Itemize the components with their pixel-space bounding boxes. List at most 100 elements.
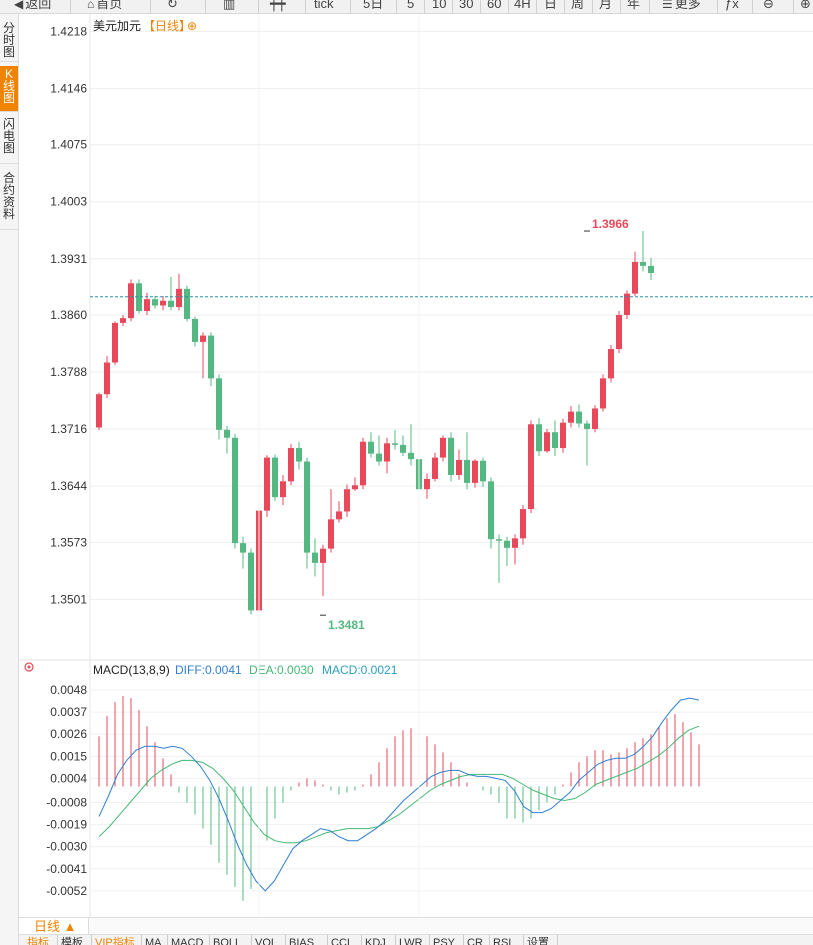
home-label: 首页 xyxy=(96,0,123,11)
indicator-tab[interactable]: RSI xyxy=(493,937,512,945)
indicator-tab[interactable]: VIP指标 xyxy=(95,937,135,945)
toolbar-divider xyxy=(150,0,151,13)
toolbar-divider xyxy=(717,0,718,13)
price-tick-label: 1.3860 xyxy=(50,308,87,322)
indicator-tab[interactable]: 指标 xyxy=(27,937,49,945)
price-tick-label: 1.4218 xyxy=(50,24,87,38)
indicator-tab[interactable]: PSY xyxy=(433,937,456,945)
indicator-fx-button[interactable]: ƒx xyxy=(725,0,739,13)
candle-down xyxy=(376,453,382,462)
candle-style-button[interactable]: ┿┿ xyxy=(270,0,286,13)
chart-area[interactable]: 1.4218 1.4146 1.4075 1.4003 1.3931 1.3860 1.37… xyxy=(19,14,813,917)
candlestick-icon: ┿┿ xyxy=(270,0,286,11)
candle-up xyxy=(544,432,550,452)
candle-down xyxy=(448,437,454,475)
indicator-divider xyxy=(91,935,92,945)
toolbar-divider xyxy=(452,0,453,13)
chart-settings-icon[interactable]: ⊕ xyxy=(187,19,197,33)
candle-up xyxy=(456,459,462,475)
indicator-divider xyxy=(489,935,490,945)
bottom-period-bar: 日线 ▲ xyxy=(19,917,813,935)
indicator-tab[interactable]: VOL xyxy=(255,937,278,945)
candle-up xyxy=(624,293,630,315)
candle-up xyxy=(608,349,614,379)
diff-line xyxy=(98,697,700,892)
price-grid xyxy=(90,30,813,600)
period-week-button[interactable]: 周 xyxy=(571,0,585,11)
zoom-in-button[interactable]: ⊕ xyxy=(800,0,811,13)
top-toolbar: ◀ 返回 ⌂ 首页 ↻ ▥ ┿┿ tick 5日 5 10 30 60 4H 日 周… xyxy=(0,0,813,14)
price-axis: 1.4218 1.4146 1.4075 1.4003 1.3931 1.3860 1.37… xyxy=(50,24,87,606)
toolbar-divider xyxy=(258,0,259,13)
tab-time-sharing-label: 分时图 xyxy=(2,21,15,59)
more-label: 更多 xyxy=(674,0,701,11)
more-button[interactable]: ☰ 更多 xyxy=(662,0,701,13)
toolbar-divider xyxy=(424,0,425,13)
menu-icon: ☰ xyxy=(662,0,673,11)
period-5day-button[interactable]: 5日 xyxy=(363,0,384,11)
candle-down xyxy=(504,540,510,548)
indicator-tab[interactable]: LWR xyxy=(399,937,423,945)
period-month-button[interactable]: 月 xyxy=(599,0,613,11)
candle-up xyxy=(600,378,606,409)
indicator-tab[interactable]: BIAS xyxy=(289,937,315,945)
candle-up xyxy=(440,437,446,458)
candle-down xyxy=(152,299,158,306)
indicator-divider xyxy=(167,935,168,945)
candle-down xyxy=(240,543,246,553)
home-button[interactable]: ⌂ 首页 xyxy=(87,0,123,13)
bar-chart-icon: ▥ xyxy=(223,0,236,11)
macd-tick-label: 0.0037 xyxy=(50,705,87,719)
chart-type-button[interactable]: ▥ xyxy=(223,0,236,13)
macd-tick-label: 0.0015 xyxy=(50,749,87,763)
indicator-tab[interactable]: 设置 xyxy=(527,937,549,945)
candle-down xyxy=(184,288,190,319)
back-button[interactable]: ◀ 返回 xyxy=(14,0,52,13)
back-label: 返回 xyxy=(25,0,52,11)
candle-down xyxy=(584,423,590,430)
candle-down xyxy=(648,265,654,274)
toolbar-divider xyxy=(305,0,306,13)
price-tick-label: 1.4146 xyxy=(50,81,87,95)
period-4h-button[interactable]: 4H xyxy=(514,0,531,11)
period-year-button[interactable]: 年 xyxy=(627,0,641,11)
period-10min-button[interactable]: 10 xyxy=(432,0,447,11)
tab-contract-info[interactable]: 合约资料 xyxy=(0,170,18,230)
candle-up xyxy=(120,318,126,323)
indicator-tab[interactable]: CCI xyxy=(331,937,350,945)
macd-dea-value: DEA:0.0030 xyxy=(249,663,314,677)
period-60min-button[interactable]: 60 xyxy=(487,0,502,11)
indicator-tab[interactable]: MACD xyxy=(171,937,204,945)
price-tick-label: 1.3644 xyxy=(50,479,87,493)
macd-tick-label: -0.0041 xyxy=(46,862,87,876)
indicator-divider xyxy=(395,935,396,945)
toolbar-divider xyxy=(536,0,537,13)
candle-up xyxy=(104,362,110,395)
high-marker: 1.3966 xyxy=(584,217,629,232)
period-selector-button[interactable]: 日线 ▲ xyxy=(19,918,89,935)
period-30min-button[interactable]: 30 xyxy=(459,0,474,11)
indicator-divider xyxy=(361,935,362,945)
toolbar-divider xyxy=(649,0,650,13)
tab-time-sharing[interactable]: 分时图 xyxy=(0,20,18,62)
candle-up xyxy=(424,478,430,490)
indicator-tab[interactable]: CR xyxy=(467,937,483,945)
tick-button[interactable]: tick xyxy=(314,0,334,11)
low-price-label: 1.3481 xyxy=(328,618,365,632)
candle-down xyxy=(296,448,302,462)
candle-down xyxy=(248,552,254,611)
indicator-tab[interactable]: BOLL xyxy=(213,937,242,945)
indicator-tab[interactable]: MA xyxy=(145,937,162,945)
macd-settings-icon[interactable] xyxy=(24,662,34,672)
candle-up xyxy=(384,443,390,462)
indicator-tab[interactable]: 模板 xyxy=(61,937,83,945)
toolbar-divider xyxy=(752,0,753,13)
zoom-out-button[interactable]: ⊖ xyxy=(763,0,774,13)
refresh-button[interactable]: ↻ xyxy=(167,0,178,13)
indicator-tab[interactable]: KDJ xyxy=(365,937,386,945)
candle-up xyxy=(176,288,182,308)
period-5min-button[interactable]: 5 xyxy=(407,0,415,11)
tab-flash-chart[interactable]: 闪电图 xyxy=(0,116,18,164)
period-day-button[interactable]: 日 xyxy=(544,0,558,11)
